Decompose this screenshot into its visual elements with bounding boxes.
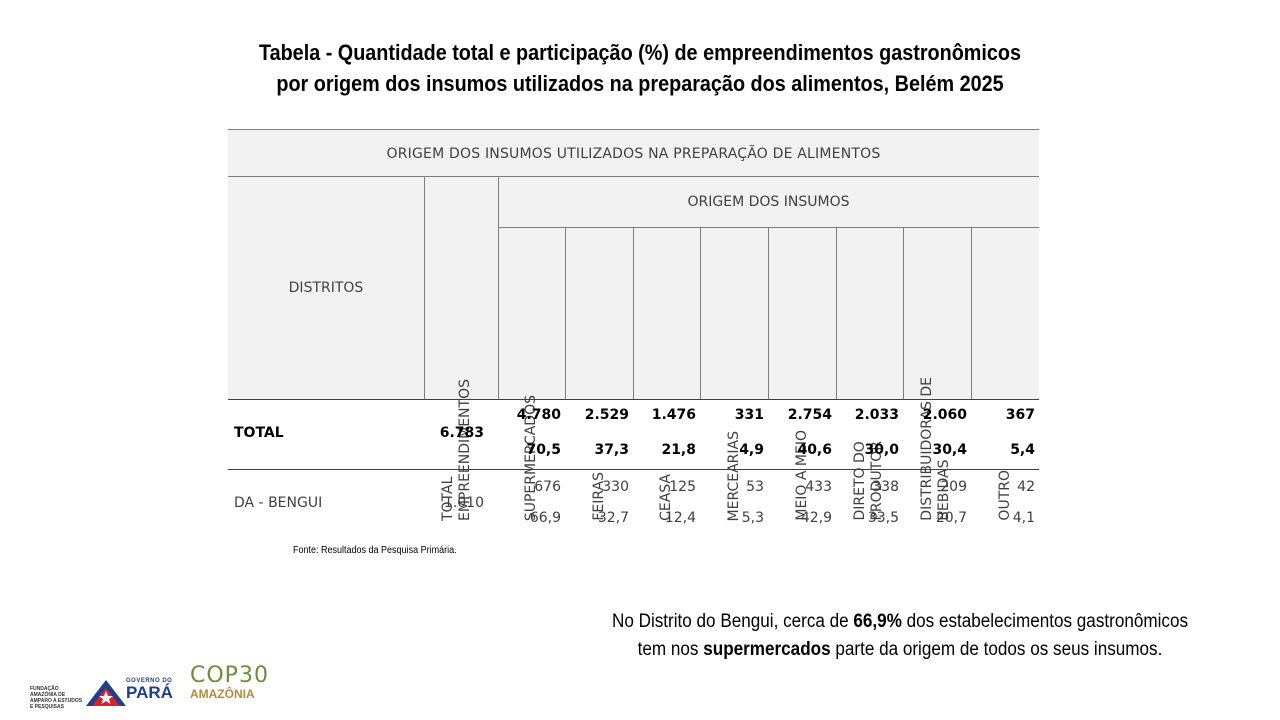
cop30-amazonia-logo: COP30 AMAZÔNIA [190, 663, 269, 701]
bengui-counts-cell: 338 [872, 479, 899, 495]
bengui-percents-cell: 66,9 [529, 510, 561, 526]
footer-logos: FUNDAÇÃO AMAZÔNIA DE AMPARO A ESTUDOS E … [30, 664, 290, 712]
total-percents-cell: 30,4 [932, 442, 967, 458]
total-counts-cell: 2.754 [787, 407, 832, 423]
col-divider [700, 227, 701, 399]
bengui-percents-cell: 12,4 [664, 510, 696, 526]
bengui-percents-cell: 32,7 [597, 510, 629, 526]
para-flag-icon [86, 680, 126, 706]
total-counts-cell: 2.033 [854, 407, 899, 423]
total-percents-cell: 37,3 [594, 442, 629, 458]
governo-do-para-logo: GOVERNO DO PARÁ [126, 678, 173, 702]
table-main-header: ORIGEM DOS INSUMOS UTILIZADOS NA PREPARA… [228, 129, 1039, 178]
col-divider [498, 177, 499, 399]
bengui-counts-cell: 330 [602, 479, 629, 495]
bengui-percents-cell: 20,7 [935, 510, 967, 526]
bengui-percents-cell: 33,5 [867, 510, 899, 526]
total-counts-cell: 367 [1005, 407, 1035, 423]
bengui-empreendimentos-value: 1.010 [443, 495, 484, 511]
bengui-counts-cell: 433 [805, 479, 832, 495]
title-line-1: Tabela - Quantidade total e participação… [258, 40, 1022, 65]
header-divider [228, 176, 1039, 177]
col-divider [633, 227, 634, 399]
row-divider [228, 469, 1039, 470]
bengui-counts-cell: 53 [746, 479, 764, 495]
bengui-counts-cell: 209 [940, 479, 967, 495]
header-bottom-border [228, 399, 1039, 400]
col-divider [836, 227, 837, 399]
total-counts-cell: 4.780 [516, 407, 561, 423]
col-divider [424, 177, 425, 399]
total-counts-cell: 331 [734, 407, 764, 423]
total-percents-cell: 4,9 [739, 442, 764, 458]
note-highlight-supermercados: supermercados [703, 639, 831, 660]
col-divider [768, 227, 769, 399]
total-counts-cell: 2.060 [922, 407, 967, 423]
col-divider [565, 227, 566, 399]
row-label-bengui: DA - BENGUI [234, 495, 323, 511]
total-percents-cell: 5,4 [1010, 442, 1035, 458]
header-distritos: DISTRITOS [288, 280, 364, 296]
bengui-percents-cell: 4,1 [1012, 510, 1035, 526]
data-table: ORIGEM DOS INSUMOS UTILIZADOS NA PREPARA… [228, 129, 1039, 529]
bengui-counts-cell: 42 [1017, 479, 1035, 495]
bengui-counts-cell: 676 [534, 479, 561, 495]
page-title: Tabela - Quantidade total e participação… [64, 37, 1216, 99]
col-divider [971, 227, 972, 399]
total-percents-cell: 30,0 [864, 442, 899, 458]
header-origem-insumos: ORIGEM DOS INSUMOS [687, 194, 850, 210]
bengui-percents-cell: 42,9 [800, 510, 832, 526]
total-counts-cell: 2.529 [584, 407, 629, 423]
bengui-counts-cell: 125 [669, 479, 696, 495]
bengui-percents-cell: 5,3 [741, 510, 764, 526]
total-empreendimentos-value: 6.783 [439, 425, 484, 441]
total-percents-cell: 40,6 [797, 442, 832, 458]
total-percents-cell: 21,8 [661, 442, 696, 458]
source-note: Fonte: Resultados da Pesquisa Primária. [293, 545, 457, 556]
note-highlight-percent: 66,9% [853, 611, 902, 632]
fapespa-logo: FUNDAÇÃO AMAZÔNIA DE AMPARO A ESTUDOS E … [30, 686, 83, 710]
col-divider [903, 227, 904, 399]
highlight-note: No Distrito do Bengui, cerca de 66,9% do… [611, 611, 1188, 660]
total-percents-cell: 70,5 [526, 442, 561, 458]
title-line-2: por origem dos insumos utilizados na pre… [276, 71, 1004, 96]
row-label-total: TOTAL [234, 425, 284, 441]
total-counts-cell: 1.476 [651, 407, 696, 423]
